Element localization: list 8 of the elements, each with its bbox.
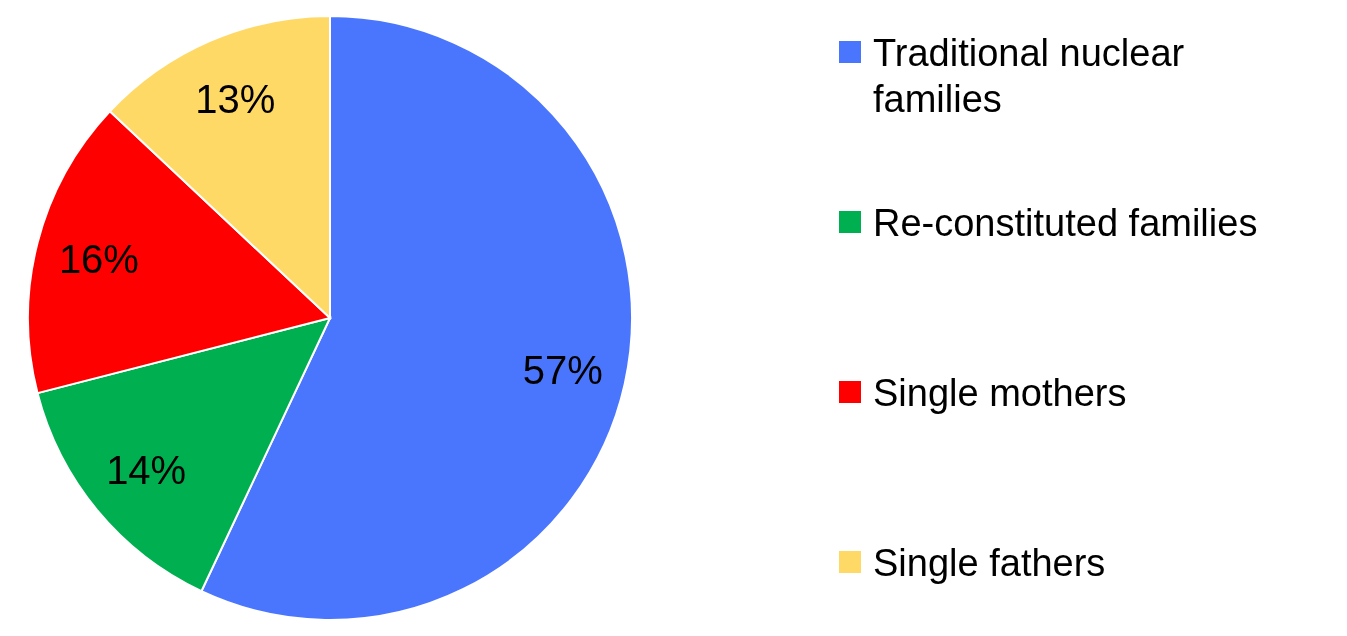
legend-label: Re-constituted families [873,201,1259,246]
data-label: 57% [522,348,603,393]
data-label: 16% [58,236,139,281]
data-label: 13% [195,77,276,122]
data-label: 14% [106,448,187,493]
legend-label: Single mothers [873,371,1128,416]
legend-label: Traditional nuclear families [873,31,1186,122]
legend-label: Single fathers [873,541,1107,586]
